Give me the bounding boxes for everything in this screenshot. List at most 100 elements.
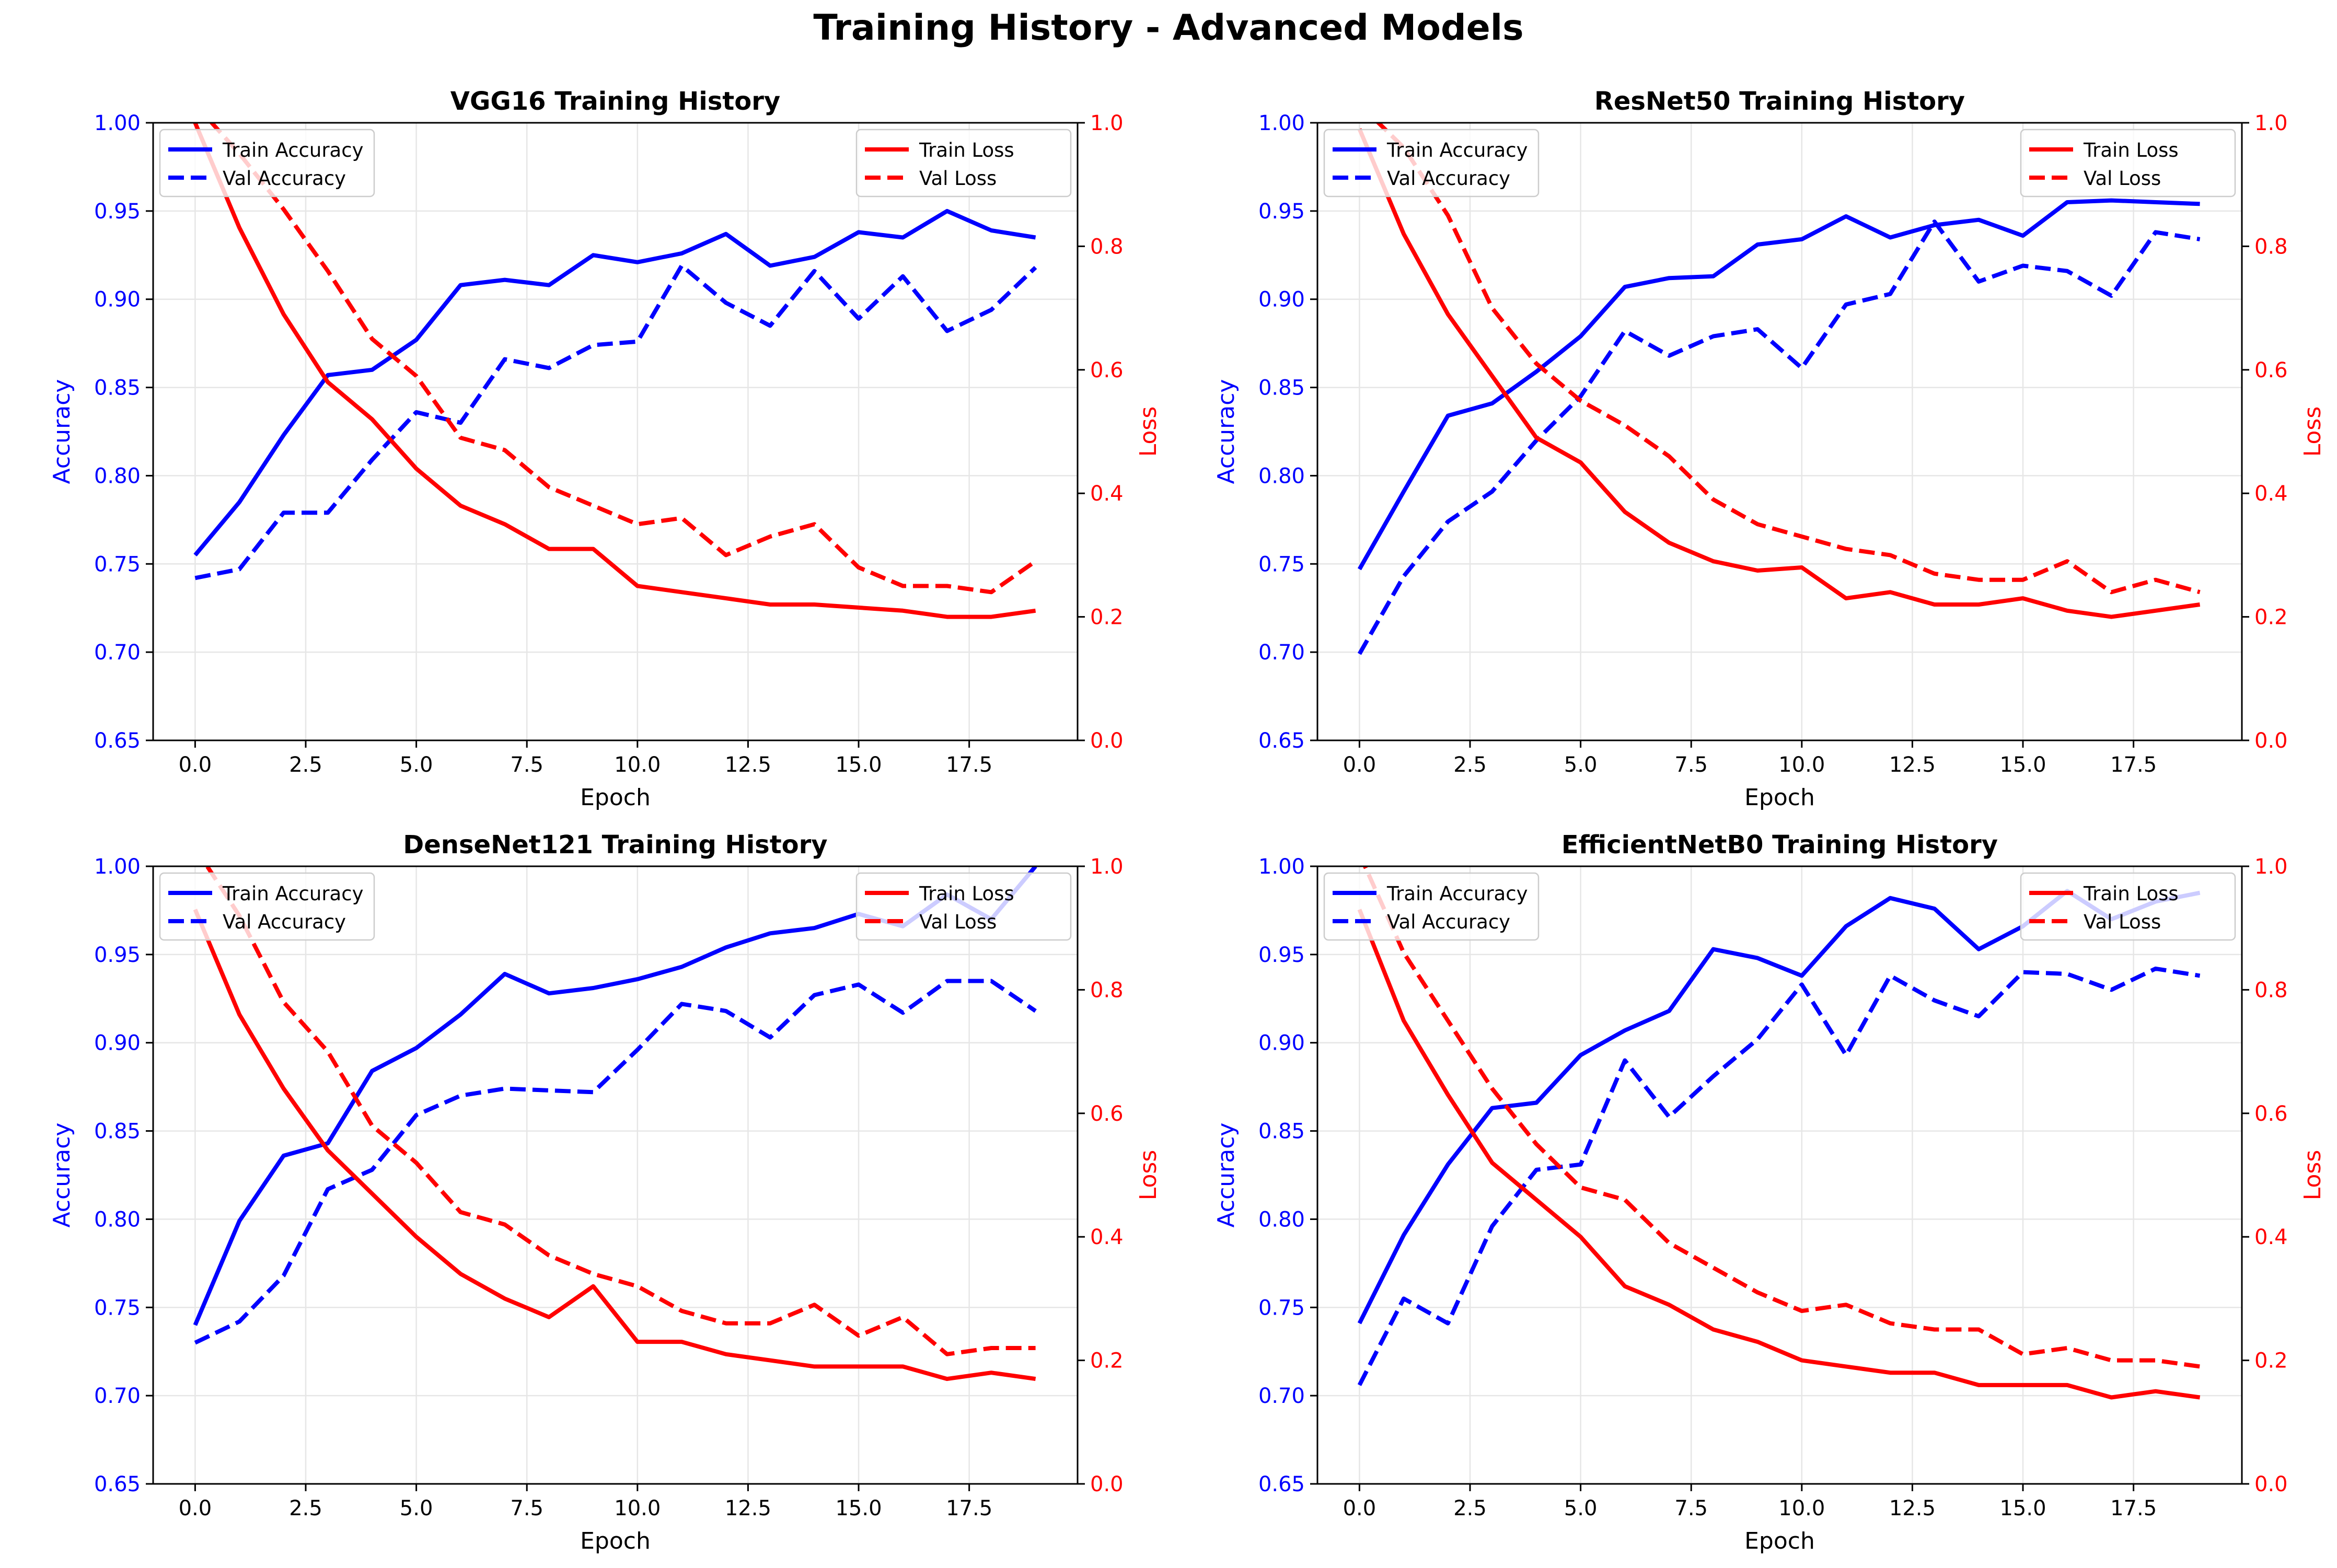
y2-tick-label: 0.6 xyxy=(1090,1102,1124,1126)
x-axis-label: Epoch xyxy=(580,784,651,811)
y-tick-label: 0.65 xyxy=(1258,729,1305,753)
y-tick-label: 0.85 xyxy=(1258,1120,1305,1144)
x-tick-label: 0.0 xyxy=(1343,753,1376,777)
series-val-loss xyxy=(1375,123,2201,595)
y-tick-label: 0.95 xyxy=(1258,200,1305,224)
y-tick-label: 0.75 xyxy=(94,552,141,576)
y2-tick-label: 0.4 xyxy=(1090,1225,1124,1249)
y2-tick-label: 1.0 xyxy=(2254,855,2288,879)
y-axis-label: Accuracy xyxy=(49,379,75,484)
x-tick-label: 15.0 xyxy=(835,753,882,777)
y-tick-label: 0.75 xyxy=(1258,1296,1305,1320)
x-tick-label: 0.0 xyxy=(179,1496,212,1520)
y-tick-label: 0.80 xyxy=(94,1207,141,1232)
series-val-loss xyxy=(204,866,1036,1356)
y-tick-label: 0.65 xyxy=(94,729,141,753)
legend-accuracy: Train Accuracy Val Accuracy xyxy=(1323,872,1540,941)
chart-title: ResNet50 Training History xyxy=(1594,87,1965,116)
x-tick-label: 10.0 xyxy=(614,753,661,777)
x-tick-label: 17.5 xyxy=(946,1496,992,1520)
y-tick-label: 1.00 xyxy=(1258,855,1305,879)
y-tick-label: 0.65 xyxy=(94,1472,141,1496)
y2-axis-label: Loss xyxy=(2299,406,2326,457)
series-train-accuracy xyxy=(193,208,1036,556)
y-tick-label: 0.70 xyxy=(94,641,141,665)
series-val-accuracy xyxy=(194,979,1037,1345)
y2-tick-label: 0.6 xyxy=(2254,358,2288,382)
chart-title: DenseNet121 Training History xyxy=(403,830,827,860)
series-val-accuracy xyxy=(1357,219,2201,655)
legend-label: Train Accuracy xyxy=(222,139,363,161)
legend-accuracy: Train Accuracy Val Accuracy xyxy=(159,129,375,198)
chart-title: VGG16 Training History xyxy=(450,87,780,116)
x-tick-label: 5.0 xyxy=(400,1496,433,1520)
y-tick-label: 0.85 xyxy=(94,1120,141,1144)
y2-tick-label: 0.2 xyxy=(2254,606,2288,630)
y-axis-label: Accuracy xyxy=(1213,1123,1240,1228)
x-tick-label: 12.5 xyxy=(725,1496,771,1520)
x-tick-label: 15.0 xyxy=(1999,753,2046,777)
y-axis-label: Accuracy xyxy=(49,1123,75,1228)
legend-box xyxy=(855,872,1072,941)
series-train-loss xyxy=(193,909,1036,1381)
y-tick-label: 1.00 xyxy=(94,855,141,879)
y-tick-label: 0.80 xyxy=(1258,1207,1305,1232)
y2-tick-label: 0.0 xyxy=(1090,1472,1124,1496)
y2-tick-label: 1.0 xyxy=(1090,111,1124,135)
y2-tick-label: 0.6 xyxy=(1090,358,1124,382)
series-val-loss xyxy=(1362,866,2201,1369)
x-tick-label: 5.0 xyxy=(400,753,433,777)
y-tick-label: 0.65 xyxy=(1258,1472,1305,1496)
y2-tick-label: 0.4 xyxy=(1090,482,1124,506)
x-tick-label: 12.5 xyxy=(1889,753,1936,777)
x-tick-label: 17.5 xyxy=(2110,753,2157,777)
y-tick-label: 0.70 xyxy=(94,1384,141,1408)
chart-panel-3: 0.0 2.5 5.0 7.5 10.0 12.5 15.0 17.5 0.65 0.70 0.75… xyxy=(49,830,1162,1554)
y2-tick-label: 0.4 xyxy=(2254,482,2288,506)
figure-suptitle: Training History - Advanced Models xyxy=(813,7,1523,49)
x-tick-label: 2.5 xyxy=(289,753,322,777)
y2-tick-label: 0.8 xyxy=(2254,235,2288,259)
y2-tick-label: 0.2 xyxy=(1090,606,1124,630)
legend-label: Val Loss xyxy=(919,911,997,933)
y2-tick-label: 1.0 xyxy=(2254,111,2288,135)
y-axis-label: Accuracy xyxy=(1213,379,1240,484)
chart-panel-2: 0.0 2.5 5.0 7.5 10.0 12.5 15.0 17.5 0.65 0.70 0.75… xyxy=(1213,87,2326,811)
x-tick-label: 17.5 xyxy=(946,753,992,777)
y-tick-label: 0.85 xyxy=(94,376,141,400)
legend-accuracy: Train Accuracy Val Accuracy xyxy=(1323,129,1540,198)
x-tick-label: 0.0 xyxy=(1343,1496,1376,1520)
y2-axis-label: Loss xyxy=(1135,406,1162,457)
y-tick-label: 0.90 xyxy=(1258,1031,1305,1055)
y-tick-label: 1.00 xyxy=(94,111,141,135)
legend-box xyxy=(2020,129,2236,198)
y-tick-label: 0.90 xyxy=(94,1031,141,1055)
chart-title: EfficientNetB0 Training History xyxy=(1561,830,1998,860)
chart-panel-1: 0.0 2.5 5.0 7.5 10.0 12.5 15.0 17.5 0.65 0.70 0.75… xyxy=(49,87,1162,811)
legend-label: Val Accuracy xyxy=(1387,167,1510,190)
x-tick-label: 10.0 xyxy=(1778,753,1825,777)
y2-axis-label: Loss xyxy=(1135,1150,1162,1201)
x-tick-label: 2.5 xyxy=(1453,753,1487,777)
legend-box xyxy=(159,872,375,941)
x-axis-label: Epoch xyxy=(1744,784,1815,811)
y-tick-label: 0.80 xyxy=(94,464,141,488)
series-lines xyxy=(193,123,1037,619)
legend-loss: Train Loss Val Loss xyxy=(2020,872,2236,941)
legend-label: Train Accuracy xyxy=(222,882,363,905)
legend-label: Val Loss xyxy=(2084,911,2161,933)
series-val-loss xyxy=(209,123,1037,595)
x-tick-label: 7.5 xyxy=(1674,1496,1708,1520)
y-tick-label: 0.75 xyxy=(94,1296,141,1320)
x-tick-label: 7.5 xyxy=(510,753,543,777)
series-val-accuracy xyxy=(1357,966,2201,1386)
y-tick-label: 0.70 xyxy=(1258,1384,1305,1408)
legend-label: Train Loss xyxy=(919,139,1014,161)
series-val-accuracy xyxy=(194,263,1037,580)
legend-label: Val Accuracy xyxy=(223,167,346,190)
legend-box xyxy=(2020,872,2236,941)
x-tick-label: 12.5 xyxy=(725,753,771,777)
y-tick-label: 0.75 xyxy=(1258,552,1305,576)
x-tick-label: 2.5 xyxy=(289,1496,322,1520)
